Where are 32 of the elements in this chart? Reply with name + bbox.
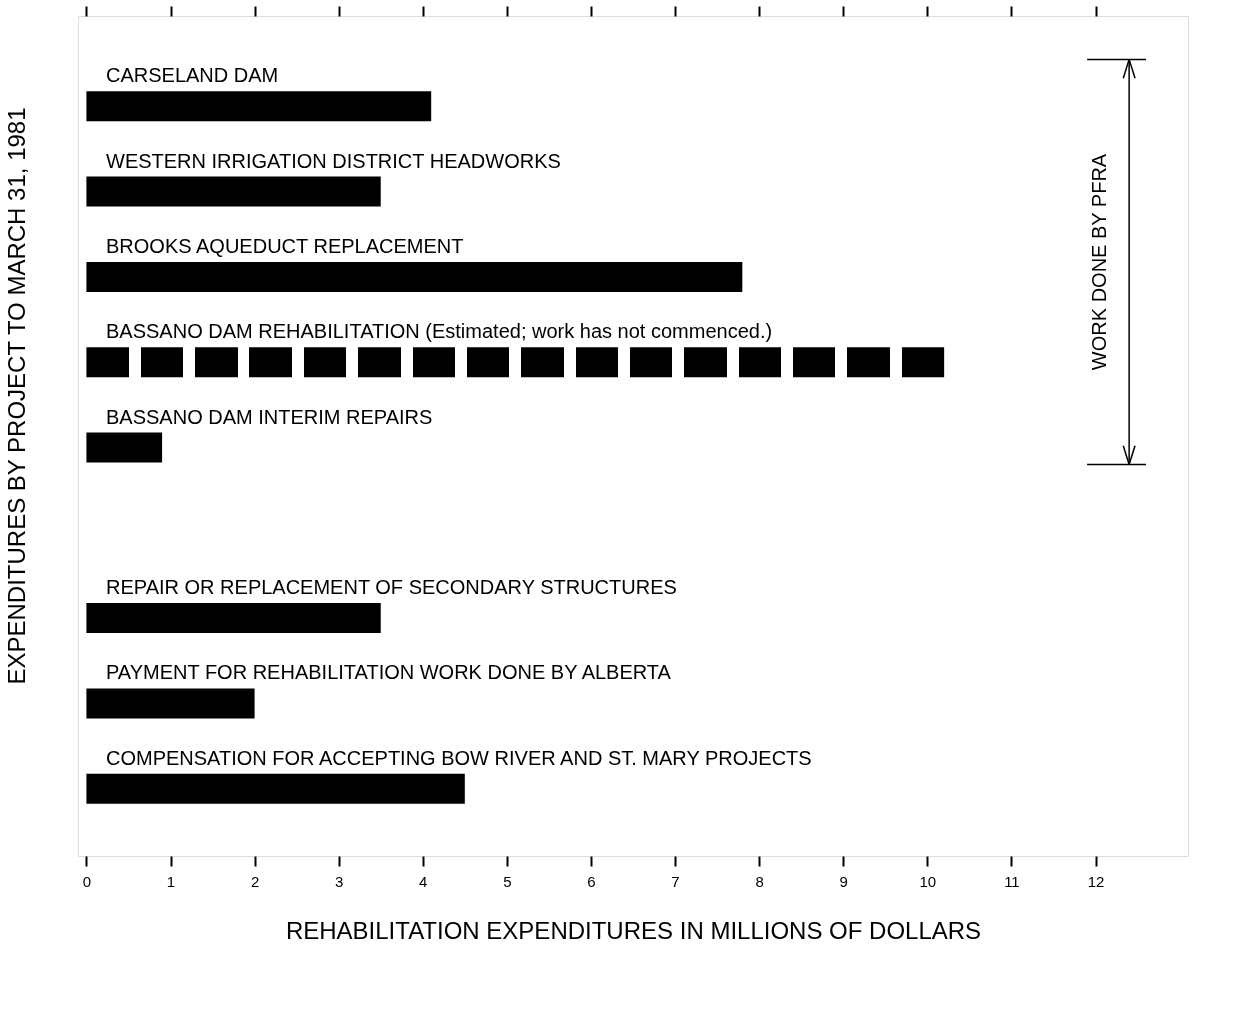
y-tick-label: BASSANO DAM REHABILITATION (Estimated; work has not commenced.): [106, 320, 773, 343]
y-tick-label: COMPENSATION FOR ACCEPTING BOW RIVER AND ST. MARY PROJECTS: [106, 746, 812, 769]
x-tick-label: 2: [250, 872, 260, 890]
bar: [86, 773, 465, 804]
bar: [86, 432, 163, 463]
bar: [86, 603, 381, 634]
x-tick-label: 5: [503, 872, 512, 890]
y-tick-label: REPAIR OR REPLACEMENT OF SECONDARY STRUCTURES: [106, 576, 677, 599]
x-tick-label: 9: [839, 872, 848, 890]
bar: [86, 688, 255, 719]
y-axis-title: EXPENDITURES BY PROJECT TO MARCH 31, 1981: [3, 107, 30, 685]
y-tick-label: CARSELAND DAM: [106, 64, 279, 87]
x-tick-label: 4: [419, 872, 428, 890]
y-tick-label: BROOKS AQUEDUCT REPLACEMENT: [106, 234, 464, 257]
x-tick-label: 0: [82, 872, 92, 890]
y-tick-label: WESTERN IRRIGATION DISTRICT HEADWORKS: [106, 149, 561, 172]
y-tick-label: PAYMENT FOR REHABILITATION WORK DONE BY ALBERTA: [106, 661, 672, 684]
bar: [86, 347, 945, 378]
x-tick-label: 6: [587, 872, 596, 890]
x-tick-label: 12: [1087, 872, 1105, 890]
x-tick-label: 1: [166, 872, 176, 890]
bar: [86, 261, 743, 292]
x-tick-label: 7: [671, 872, 680, 890]
annotation: WORK DONE BY PFRA: [1087, 153, 1110, 371]
bar: [86, 176, 381, 207]
x-axis-title: REHABILITATION EXPENDITURES IN MILLIONS OF DOLLARS: [285, 916, 982, 944]
x-tick-label: 10: [919, 872, 937, 890]
x-tick-label: 11: [1004, 872, 1020, 890]
x-tick-label: 3: [335, 872, 344, 890]
y-tick-label: BASSANO DAM INTERIM REPAIRS: [106, 405, 433, 428]
x-tick-label: 8: [755, 872, 764, 890]
bar: [86, 91, 432, 122]
